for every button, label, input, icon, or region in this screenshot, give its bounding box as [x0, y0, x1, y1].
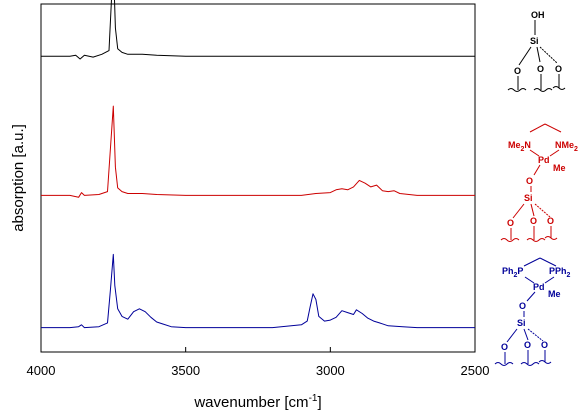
- series-layer: [41, 0, 475, 329]
- structure-o-link-label: O: [526, 176, 533, 186]
- spectrum-line-2: [41, 105, 475, 198]
- plot-frame: [40, 3, 476, 353]
- structure-nme2-right-label: NMe2: [555, 140, 578, 153]
- structure-oh-label: OH: [531, 10, 545, 20]
- x-tick-label: 3500: [171, 363, 200, 378]
- structure-pph2-left-label: Ph2P: [502, 266, 523, 279]
- x-axis-ticks: [40, 347, 476, 352]
- structure-o-label-8: O: [524, 340, 531, 350]
- structure-me-label: Me: [553, 163, 566, 173]
- structure-o-label-2: O: [537, 64, 544, 74]
- structure-pd-label-2: Pd: [533, 282, 545, 292]
- x-axis-tick-labels: 4000 3500 3000 2500: [27, 363, 490, 378]
- pd-nme2-structure: Me2N NMe2 Pd Me O Si O O O: [500, 123, 578, 242]
- x-tick-label: 3000: [316, 363, 345, 378]
- pd-pph2-structure: Ph2P PPh2 Pd Me O Si O O O: [494, 257, 571, 366]
- structure-nme2-left-label: Me2N: [508, 140, 531, 153]
- x-tick-label: 4000: [27, 363, 56, 378]
- structure-o-label-3: O: [555, 64, 562, 74]
- spectrum-line-1: [41, 0, 475, 60]
- structure-o-link-label-2: O: [519, 301, 526, 311]
- structure-o-label-4: O: [507, 218, 514, 228]
- structure-pph2-right-label: PPh2: [549, 266, 571, 279]
- structure-o-label-1: O: [514, 66, 521, 76]
- silanol-structure: OH Si O O O: [507, 10, 566, 92]
- structure-si-label: Si: [530, 36, 539, 46]
- structure-o-label-7: O: [501, 342, 508, 352]
- x-axis-title: wavenumber [cm-1]: [193, 393, 321, 411]
- structure-si-label-2: Si: [524, 193, 533, 203]
- structure-o-label-9: O: [541, 340, 548, 350]
- structure-o-label-5: O: [530, 216, 537, 226]
- structure-me-label-2: Me: [548, 289, 561, 299]
- y-axis-title: absorption [a.u.]: [10, 124, 27, 232]
- structure-o-label-6: O: [547, 216, 554, 226]
- x-tick-label: 2500: [461, 363, 490, 378]
- structure-pd-label: Pd: [538, 155, 550, 165]
- spectrum-line-3: [41, 253, 475, 329]
- structure-si-label-3: Si: [517, 318, 526, 328]
